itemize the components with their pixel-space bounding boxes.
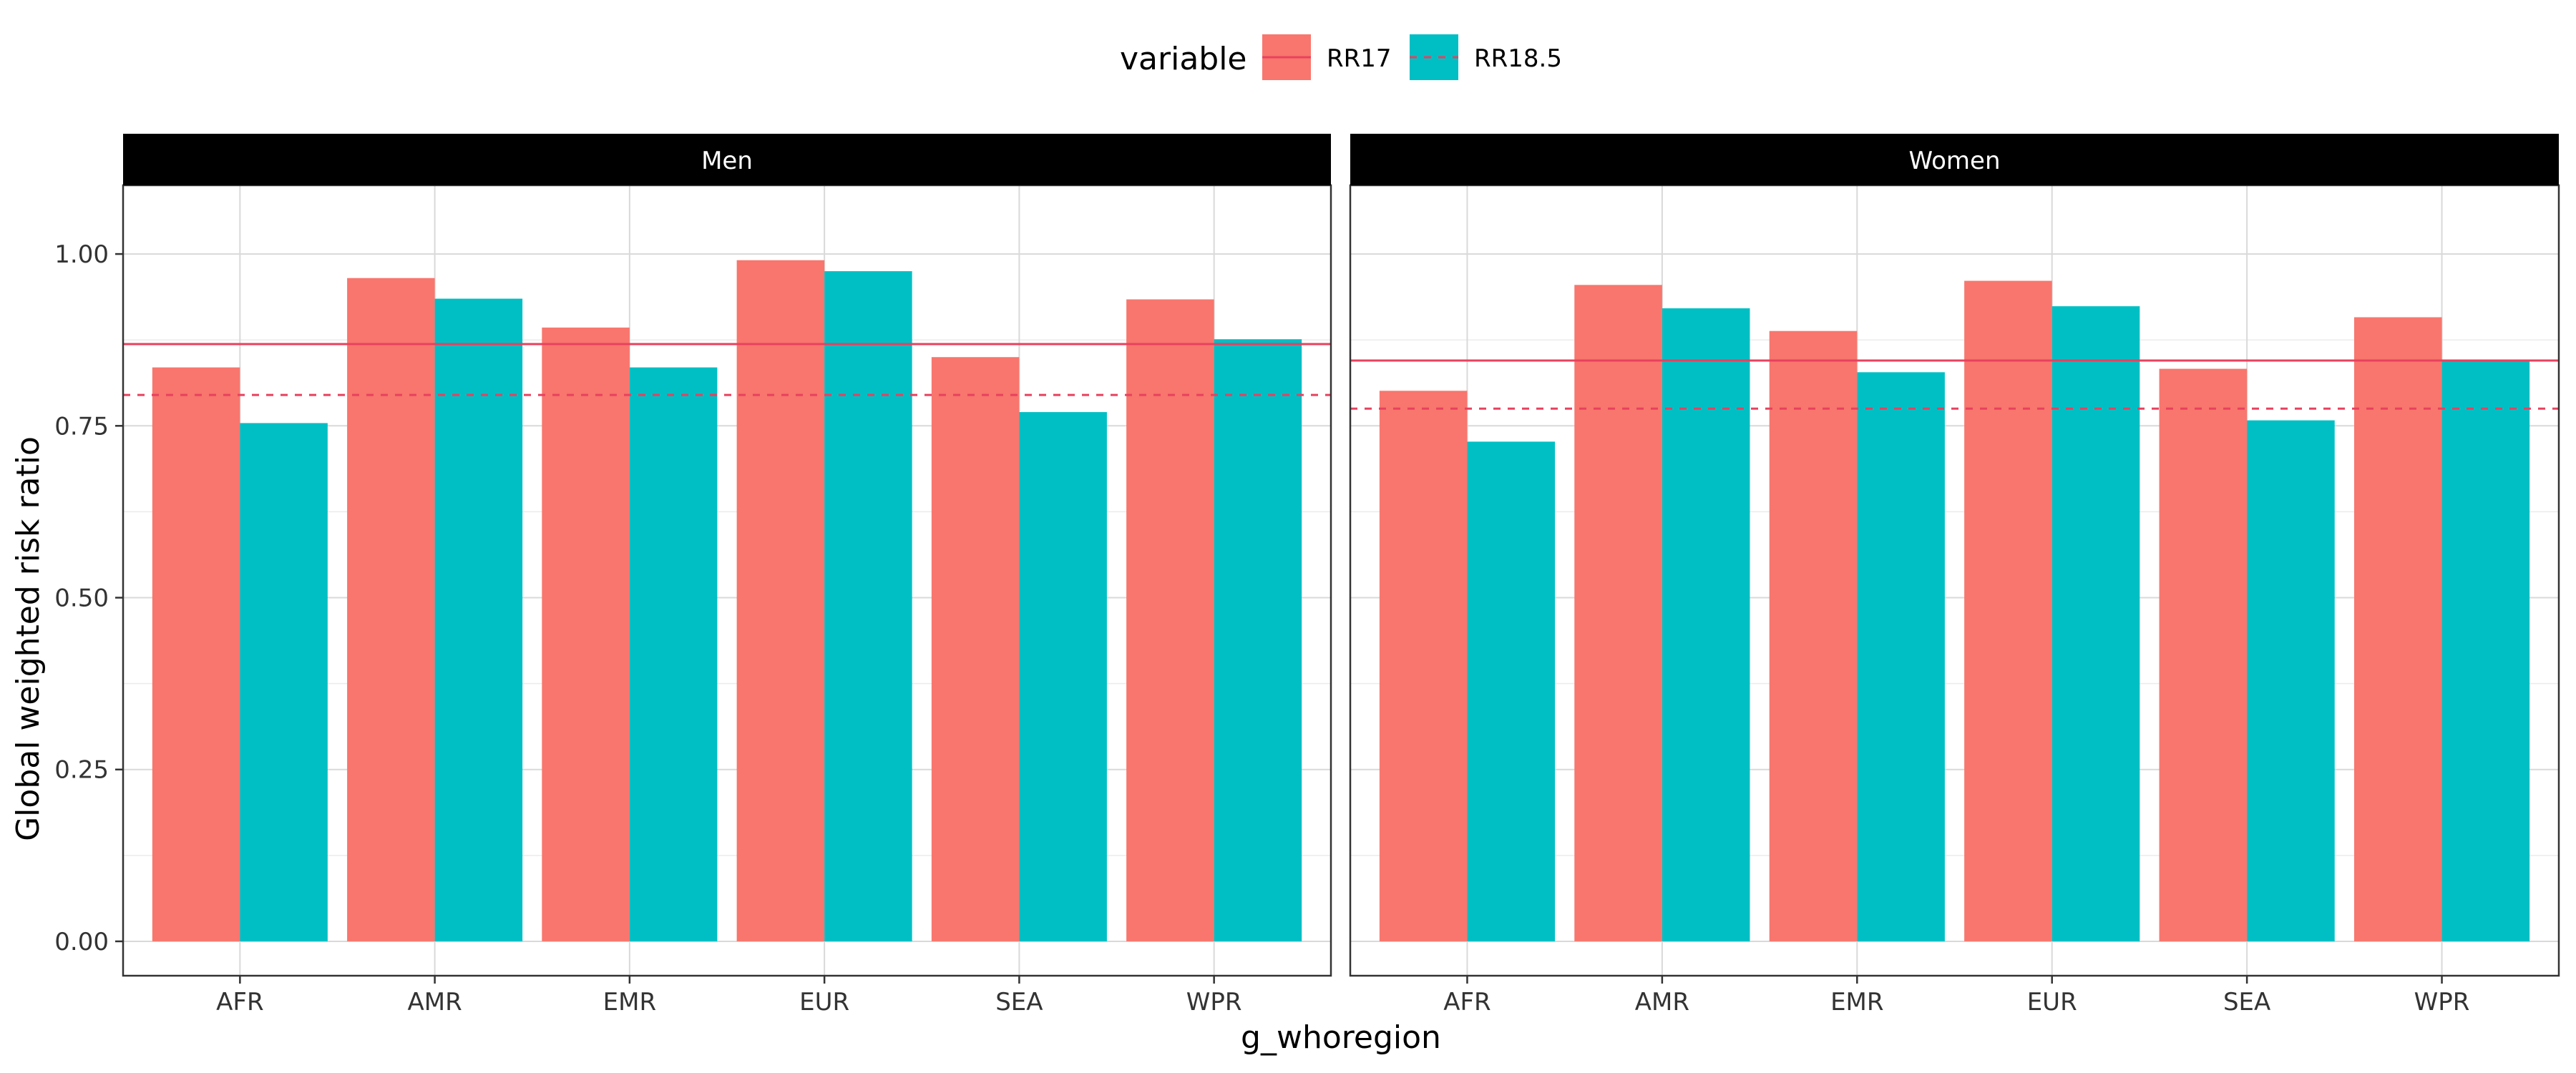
x-tick-label: SEA [2223,988,2270,1016]
x-tick-label: AFR [216,988,263,1016]
strip-label: Women [1908,147,2000,175]
legend-entry-rr18-5: RR18.5 [1410,34,1562,80]
x-axis-title: g_whoregion [1241,1019,1441,1056]
legend-title: variable [1120,41,1247,77]
bar-men-eur-rr18-5 [824,271,912,941]
bar-men-wpr-rr18-5 [1214,339,1302,941]
panels: Men AFR AMR EMR EUR SEA WPR 0.00 0.25 0.50 0.75 1.0… [54,134,2560,1016]
y-tick-label: 0.75 [54,412,109,441]
bar-women-wpr-rr18-5 [2441,361,2530,941]
x-tick-label: AFR [1443,988,1491,1016]
strip-label: Men [701,147,753,175]
strip-women [1350,134,2559,185]
panel-men: Men AFR AMR EMR EUR SEA WPR 0.00 0.25 0.50 0.75 1.0… [54,134,1332,1016]
bar-men-afr-rr18-5 [240,423,328,941]
panel-women: Women AFR AMR EMR EUR SEA WPR [1349,134,2560,1016]
legend-entry-rr17: RR17 [1262,34,1392,80]
bar-men-emr-rr18-5 [629,367,718,941]
bar-women-afr-rr17 [1379,391,1468,941]
x-tick-label: EUR [2027,988,2077,1016]
x-tick-label: AMR [1635,988,1689,1016]
x-tick-label: EMR [1830,988,1883,1016]
x-tick-label: AMR [408,988,462,1016]
bar-women-emr-rr17 [1769,330,1858,941]
legend: variable RR17 RR18.5 [1120,34,1562,80]
legend-label: RR18.5 [1474,44,1562,73]
legend-label: RR17 [1327,44,1392,73]
y-tick-label: 0.00 [54,928,109,956]
bar-women-amr-rr18-5 [1662,308,1750,941]
bar-women-wpr-rr17 [2353,317,2442,941]
y-axis-title: Global weighted risk ratio [10,436,47,841]
x-tick-label: EMR [603,988,656,1016]
bar-women-emr-rr18-5 [1857,372,1945,941]
bar-men-emr-rr17 [542,327,630,941]
bar-men-afr-rr17 [152,367,240,941]
bar-men-sea-rr18-5 [1019,412,1107,941]
strip-men [123,134,1331,185]
bar-women-afr-rr18-5 [1467,441,1556,941]
x-tick-label: SEA [995,988,1043,1016]
x-tick-label: WPR [1186,988,1242,1016]
bar-men-amr-rr18-5 [434,298,523,941]
bar-women-eur-rr18-5 [2051,306,2140,941]
bar-women-sea-rr17 [2159,368,2248,941]
x-tick-label: WPR [2414,988,2470,1016]
bar-men-amr-rr17 [347,278,435,941]
bar-women-sea-rr18-5 [2247,420,2335,941]
bar-women-eur-rr17 [1964,280,2052,941]
bar-men-wpr-rr17 [1126,299,1214,941]
y-tick-label: 0.50 [54,584,109,613]
y-tick-label: 1.00 [54,240,109,269]
x-tick-label: EUR [799,988,849,1016]
bar-women-amr-rr17 [1574,285,1662,941]
bar-men-sea-rr17 [931,357,1020,941]
legend-key [1410,34,1458,80]
bar-men-eur-rr17 [736,260,825,941]
y-tick-label: 0.25 [54,756,109,785]
